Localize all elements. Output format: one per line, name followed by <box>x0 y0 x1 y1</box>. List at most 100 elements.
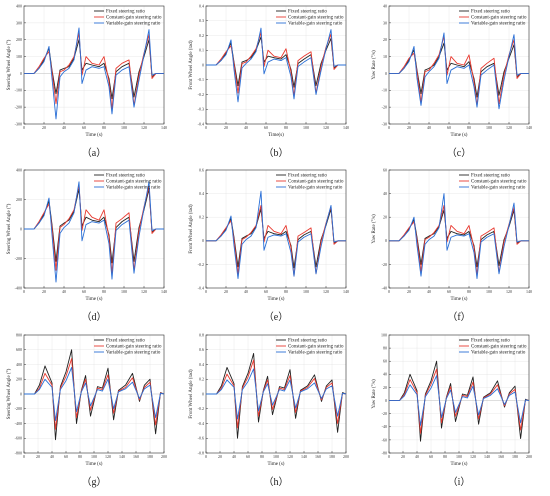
legend-entry: Fixed steering ratio <box>288 174 327 179</box>
x-tick-label: 160 <box>498 454 504 459</box>
x-tick-label: 0 <box>23 289 25 294</box>
x-axis-label: Time (s) <box>86 297 103 302</box>
x-tick-label: 40 <box>50 454 54 459</box>
legend-entry: Fixed steering ratio <box>288 10 327 15</box>
y-tick-label: -40 <box>382 424 387 429</box>
panel-caption: （h） <box>264 476 289 488</box>
legend-entry: Constant-gain steering ratio <box>288 180 344 185</box>
legend-entry: Variable-gain steering ratio <box>288 351 343 356</box>
x-tick-label: 140 <box>343 125 349 130</box>
x-tick-label: 40 <box>62 125 66 130</box>
y-tick-label: 30 <box>383 20 387 25</box>
y-tick-label: 0.2 <box>199 377 204 382</box>
x-tick-label: 20 <box>407 125 411 130</box>
x-tick-label: 20 <box>401 454 405 459</box>
y-tick-label: -80 <box>382 450 387 455</box>
legend-entry: Constant-gain steering ratio <box>288 345 344 350</box>
series-line-fixed <box>389 42 529 98</box>
y-tick-label: 20 <box>383 385 387 390</box>
x-tick-label: 60 <box>246 454 250 459</box>
y-tick-label: 200 <box>16 377 22 382</box>
legend-entry: Variable-gain steering ratio <box>471 186 526 191</box>
y-tick-label: -30 <box>382 121 387 126</box>
legend-entry: Constant-gain steering ratio <box>288 16 344 21</box>
y-tick-label: -300 <box>15 121 22 126</box>
x-tick-label: 0 <box>23 125 25 130</box>
x-tick-label: 20 <box>36 454 40 459</box>
x-tick-label: 120 <box>287 454 293 459</box>
legend-entry: Constant-gain steering ratio <box>471 345 527 350</box>
x-tick-label: 60 <box>447 125 451 130</box>
y-axis-label: Front Wheel Angle (rad) <box>189 204 194 254</box>
x-tick-label: 40 <box>427 125 431 130</box>
legend-entry: Constant-gain steering ratio <box>106 180 162 185</box>
chart-panel-g: 0 20 40 60 80 100 120 140 160 180 200 -800 -600 -400 -… <box>7 332 167 488</box>
legend-entry: Variable-gain steering ratio <box>288 186 343 191</box>
x-tick-label: 60 <box>82 125 86 130</box>
y-tick-label: 10 <box>383 54 387 59</box>
series-line-constant <box>24 32 164 110</box>
legend-entry: Constant-gain steering ratio <box>106 345 162 350</box>
chart-panel-h: 0 20 40 60 80 100 120 140 160 180 200 -0.8 -0.6 -0.4 -… <box>189 332 349 488</box>
x-tick-label: 140 <box>343 289 349 294</box>
x-tick-label: 80 <box>260 454 264 459</box>
x-tick-label: 120 <box>105 454 111 459</box>
series-line-fixed <box>389 209 529 268</box>
chart-panel-d: 0 20 40 60 80 100 120 140 -400 -200 0 200 400 Time (s… <box>7 167 167 323</box>
y-tick-label: -0.1 <box>198 77 204 82</box>
legend-entry: Variable-gain steering ratio <box>106 351 161 356</box>
plot-frame <box>23 5 165 125</box>
y-tick-label: -200 <box>15 406 22 411</box>
legend-entry: Variable-gain steering ratio <box>106 22 161 27</box>
x-tick-label: 80 <box>467 125 471 130</box>
series-line-constant <box>206 32 346 97</box>
y-axis-label: Front Wheel Angle (rad) <box>189 40 194 90</box>
panel-caption: （d） <box>82 311 107 323</box>
y-tick-label: 0.4 <box>199 191 204 196</box>
x-tick-label: 80 <box>443 454 447 459</box>
y-tick-label: 20 <box>383 37 387 42</box>
y-tick-label: 0 <box>20 391 22 396</box>
x-tick-label: 20 <box>42 125 46 130</box>
y-tick-label: 200 <box>16 37 22 42</box>
x-axis-label: Time (s) <box>268 462 285 467</box>
legend-entry: Constant-gain steering ratio <box>471 180 527 185</box>
y-axis-label: Yaw Rate (°/s) <box>372 379 377 409</box>
legend-entry: Fixed steering ratio <box>471 10 510 15</box>
y-tick-label: 0.2 <box>199 33 204 38</box>
x-axis-label: Time (s) <box>451 297 468 302</box>
x-tick-label: 100 <box>91 454 97 459</box>
y-tick-label: 100 <box>381 332 387 337</box>
y-tick-label: 0.6 <box>199 347 204 352</box>
x-tick-label: 100 <box>303 125 309 130</box>
y-tick-label: 0.3 <box>199 18 204 23</box>
y-tick-label: 100 <box>16 54 22 59</box>
y-tick-label: 40 <box>383 3 387 8</box>
x-tick-label: 100 <box>121 289 127 294</box>
x-tick-label: 180 <box>329 454 335 459</box>
legend-entry: Fixed steering ratio <box>106 10 145 15</box>
x-tick-label: 80 <box>78 454 82 459</box>
x-tick-label: 80 <box>102 289 106 294</box>
x-tick-label: 100 <box>273 454 279 459</box>
x-tick-label: 100 <box>486 125 492 130</box>
x-tick-label: 80 <box>467 289 471 294</box>
x-tick-label: 60 <box>82 289 86 294</box>
series-line-variable <box>24 27 164 120</box>
x-tick-label: 100 <box>486 289 492 294</box>
y-tick-label: 800 <box>16 332 22 337</box>
y-tick-label: -40 <box>382 285 387 290</box>
y-tick-label: 0 <box>202 391 204 396</box>
x-tick-label: 60 <box>64 454 68 459</box>
x-tick-label: 100 <box>456 454 462 459</box>
y-tick-label: 0.8 <box>199 332 204 337</box>
x-tick-label: 40 <box>427 289 431 294</box>
chart-panel-b: 0 20 40 60 80 100 120 140 -0.4 -0.3 -0.2 -0.1 0 0.1 0.… <box>189 3 349 159</box>
x-tick-label: 160 <box>133 454 139 459</box>
y-tick-label: 200 <box>16 197 22 202</box>
y-tick-label: 0 <box>20 71 22 76</box>
chart-panel-i: 0 20 40 60 80 100 120 140 160 180 200 -80 -60 -40 -20 0… <box>372 332 532 488</box>
y-axis-label: Yaw Rate (°/s) <box>372 214 377 244</box>
y-tick-label: 0.6 <box>199 167 204 172</box>
